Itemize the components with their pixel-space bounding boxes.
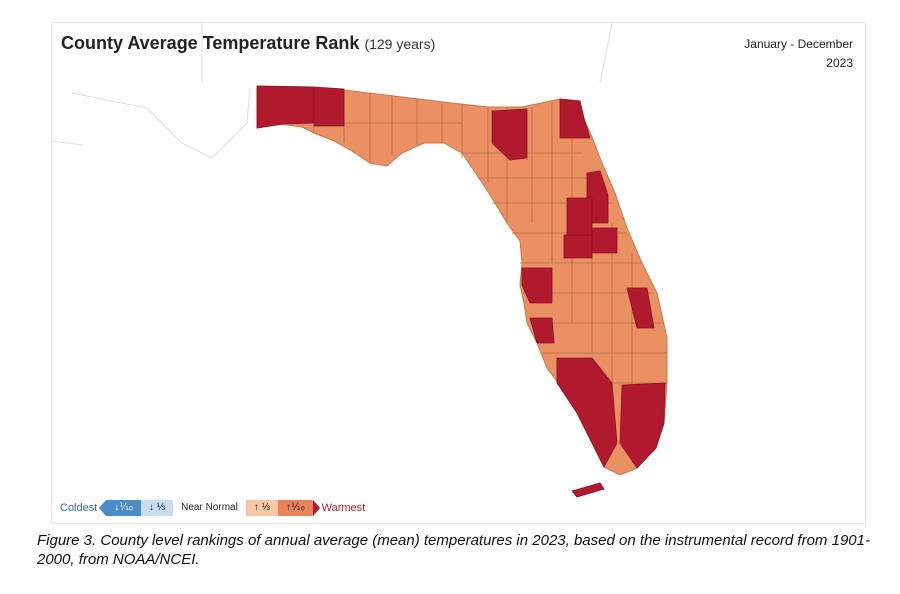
county-central-3 <box>563 234 593 259</box>
county-keys <box>571 482 605 498</box>
legend: Coldest ↓⅒ ↓ ⅓ Near Normal ↑ ⅓ ↑⅒ Warmes… <box>58 499 367 517</box>
legend-above: ↑ ⅓ <box>245 500 278 516</box>
county-tampa <box>521 267 553 304</box>
legend-much-above: ↑⅒ <box>277 500 313 516</box>
county-gulf-1 <box>529 317 555 344</box>
county-panhandle-west <box>256 85 315 129</box>
period-line-1: January - December <box>744 37 853 51</box>
legend-near-normal: Near Normal <box>173 500 246 516</box>
map-panel: County Average Temperature Rank (129 yea… <box>51 22 866 524</box>
map-title: County Average Temperature Rank (129 yea… <box>61 32 441 55</box>
warmest-counties <box>256 85 666 498</box>
legend-coldest: Coldest <box>60 502 98 514</box>
florida-county-map <box>52 23 668 498</box>
county-north-central <box>491 108 528 161</box>
legend-cold-arrow-icon <box>99 500 107 516</box>
period-line-2: 2023 <box>826 56 853 70</box>
county-south-west <box>556 357 618 468</box>
county-east-coast-2 <box>626 287 655 329</box>
map-title-main: County Average Temperature Rank <box>61 33 360 53</box>
legend-below: ↓ ⅓ <box>141 500 174 516</box>
figure-caption: Figure 3. County level rankings of annua… <box>37 532 870 568</box>
legend-warm-arrow-icon <box>312 500 320 516</box>
county-panhandle-2 <box>313 86 345 127</box>
neighbor-boundaries <box>52 23 613 159</box>
legend-much-below: ↓⅒ <box>106 500 141 516</box>
county-central-1 <box>566 197 593 239</box>
legend-warmest: Warmest <box>321 502 366 514</box>
map-title-sub: (129 years) <box>364 36 436 52</box>
county-central-2 <box>591 227 618 254</box>
period-label: January - December 2023 <box>744 35 853 73</box>
county-south-east <box>619 382 666 469</box>
county-northeast <box>559 98 591 139</box>
